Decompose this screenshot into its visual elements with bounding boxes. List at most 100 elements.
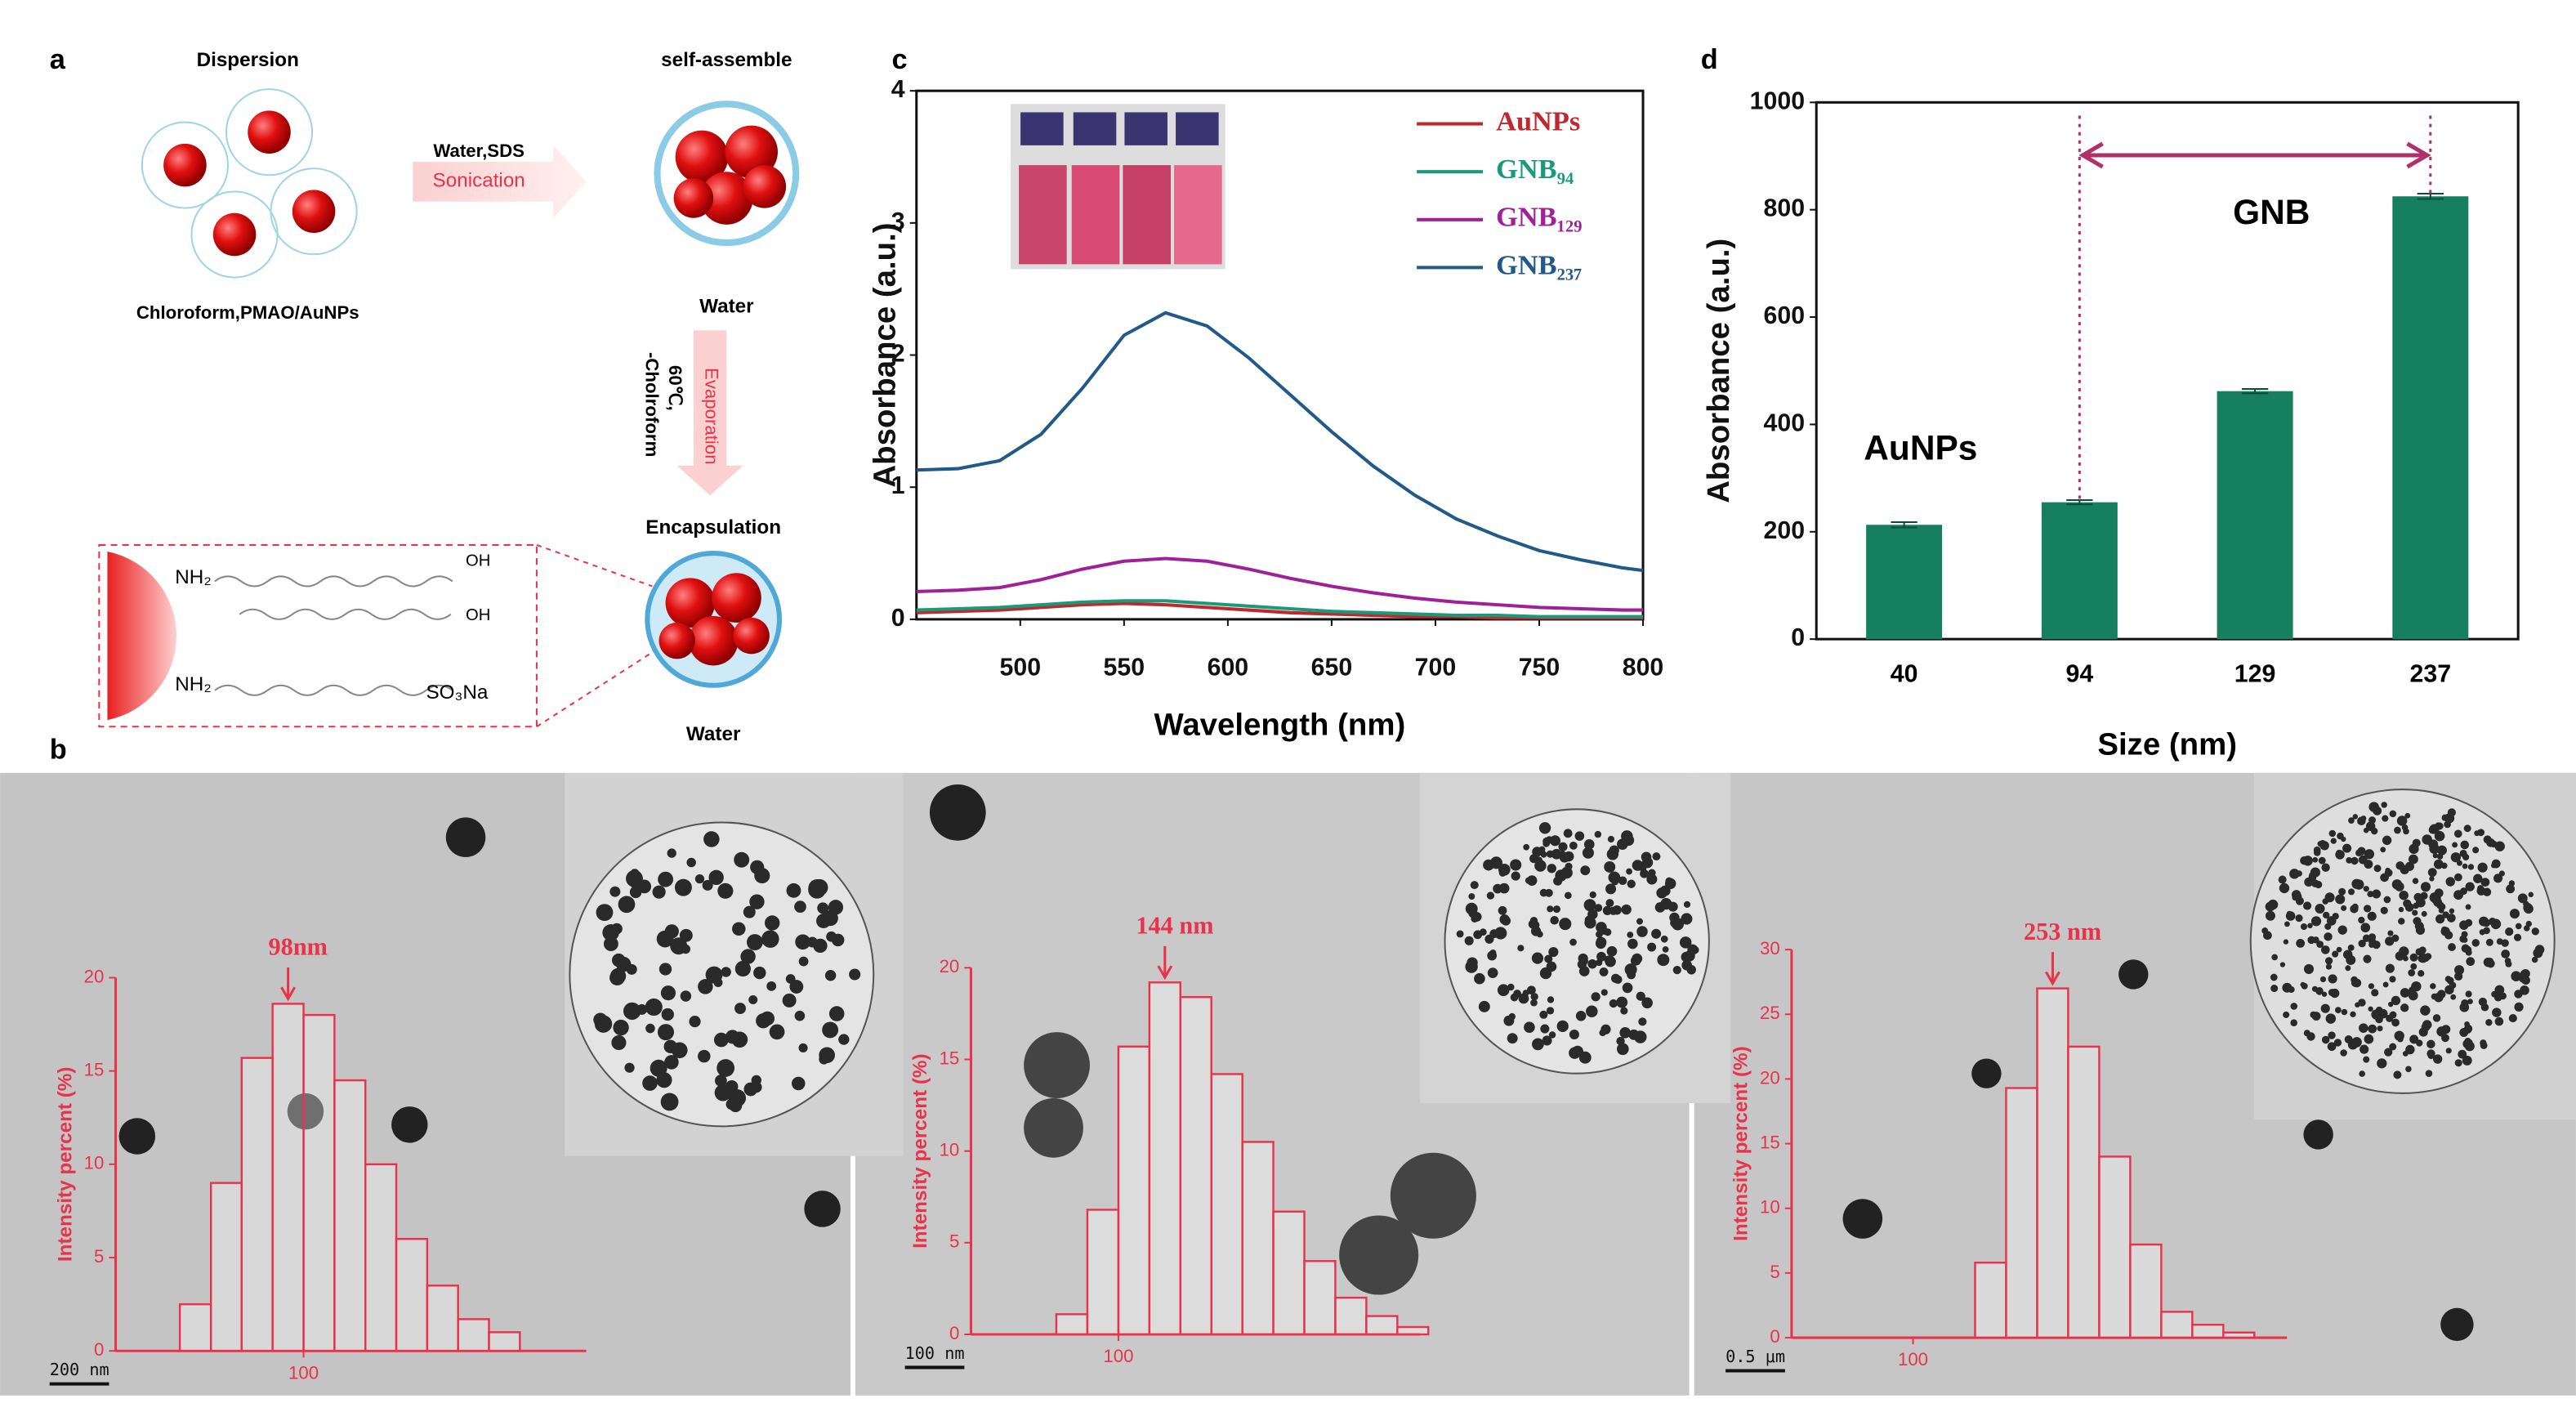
nanoparticle (1507, 1033, 1518, 1044)
nanoparticle (2466, 957, 2476, 967)
nanoparticle (2380, 847, 2386, 853)
nanoparticle (2270, 985, 2279, 993)
nanoparticle (732, 922, 746, 936)
nanoparticle (1532, 1038, 1544, 1051)
nanoparticle (1486, 891, 1495, 900)
nanoparticle (2421, 910, 2427, 917)
x-tick-label: 600 (1208, 655, 1249, 681)
nanoparticle (2338, 887, 2346, 896)
nanoparticle (2521, 976, 2530, 985)
nanoparticle (2513, 933, 2522, 941)
nanoparticle (1636, 926, 1648, 937)
nanoparticle (636, 1003, 648, 1015)
nanoparticle (2445, 1048, 2452, 1054)
nanoparticle (748, 995, 758, 1005)
nanoparticle (2351, 1037, 2362, 1048)
nanoparticle (717, 882, 734, 899)
nanoparticle (1627, 879, 1636, 888)
nanoparticle (2303, 963, 2315, 974)
nanoparticle (1599, 967, 1609, 976)
x-tick-label: 700 (1415, 655, 1457, 681)
nanoparticle (2447, 914, 2456, 923)
nanoparticle (1556, 1020, 1569, 1032)
nanoparticle (813, 938, 828, 954)
nanoparticle (2363, 827, 2369, 833)
nanoparticle (1630, 956, 1641, 966)
histogram-bar (1179, 996, 1212, 1336)
nanoparticle (2396, 815, 2408, 826)
nanoparticle (2405, 1066, 2412, 1073)
nanoparticle (786, 882, 801, 898)
nanoparticle (2303, 901, 2312, 910)
error-bar (2241, 388, 2269, 395)
nanoparticle (1604, 861, 1616, 873)
nanoparticle (2409, 953, 2418, 962)
nanoparticle (611, 1034, 627, 1051)
nanoparticle (2480, 878, 2490, 887)
y-tick-label: 15 (940, 1048, 960, 1068)
nanoparticle (2372, 941, 2381, 950)
peak-label: 253 nm (2024, 918, 2101, 945)
nanoparticle (1548, 1031, 1556, 1039)
nanoparticle (2479, 916, 2489, 927)
nanoparticle (2460, 840, 2470, 850)
y-tick-label: 0 (1770, 1326, 1779, 1347)
nanoparticle (792, 1076, 806, 1091)
nanoparticle (819, 1047, 836, 1064)
y-axis-label: Intensity percent (%) (54, 1067, 76, 1262)
nanoparticle (2327, 1042, 2337, 1052)
nanoparticle (1672, 966, 1681, 975)
nanoparticle (686, 857, 696, 868)
nanoparticle (749, 894, 765, 909)
nanoparticle (2451, 853, 2458, 860)
zoom-line (536, 651, 653, 728)
error-bar (1891, 521, 1917, 529)
scheme-label: Sonication (433, 170, 525, 192)
nanoparticle (1479, 928, 1487, 936)
nanoparticle (2398, 918, 2405, 925)
nanoparticle (2372, 889, 2382, 899)
nanoparticle (1622, 982, 1633, 994)
particle-surface (107, 552, 177, 721)
nanoparticle (689, 1015, 701, 1028)
panel-label: b (50, 735, 67, 766)
panel-label: d (1701, 44, 1718, 75)
nanoparticle (2492, 1008, 2502, 1017)
line-series (916, 556, 1644, 612)
x-axis-label: Size (nm) (2097, 727, 2237, 762)
nanoparticle (2336, 946, 2342, 953)
nanoparticle (2344, 1035, 2353, 1043)
y-tick-label: 15 (1760, 1132, 1780, 1152)
histogram-bar (1055, 1313, 1089, 1336)
scheme-label: self-assemble (661, 49, 792, 71)
nanoparticle (1517, 945, 1525, 952)
nanoparticle (2367, 911, 2377, 921)
nanoparticle (1683, 900, 1691, 908)
nanoparticle (612, 953, 626, 967)
nanoparticle (2332, 950, 2339, 958)
nanoparticle (2514, 990, 2523, 999)
nanoparticle (2391, 879, 2403, 890)
legend-label: GNB₁₂₉ (1496, 202, 1582, 233)
nanoparticle (2279, 962, 2286, 967)
nanoparticle (2322, 898, 2329, 905)
x-tick-label: 129 (2234, 661, 2276, 688)
nanoparticle (2312, 856, 2319, 863)
nanoparticle (713, 978, 723, 987)
nanoparticle (2404, 900, 2410, 906)
histogram-bar (1365, 1315, 1399, 1336)
nanoparticle (1478, 1000, 1490, 1012)
nanoparticle (1465, 960, 1478, 973)
nanoparticle (1539, 967, 1552, 980)
nanoparticle (2364, 905, 2372, 913)
nanoparticle (2368, 1024, 2377, 1034)
nanoparticle (2333, 1039, 2342, 1047)
nanoparticle (2350, 1011, 2356, 1017)
nanoparticle (754, 868, 770, 884)
nanoparticle (2525, 920, 2532, 927)
nanoparticle (1652, 852, 1661, 861)
nanoparticle (2312, 936, 2319, 944)
nanoparticle (2347, 944, 2355, 951)
nanoparticle (1621, 904, 1632, 915)
